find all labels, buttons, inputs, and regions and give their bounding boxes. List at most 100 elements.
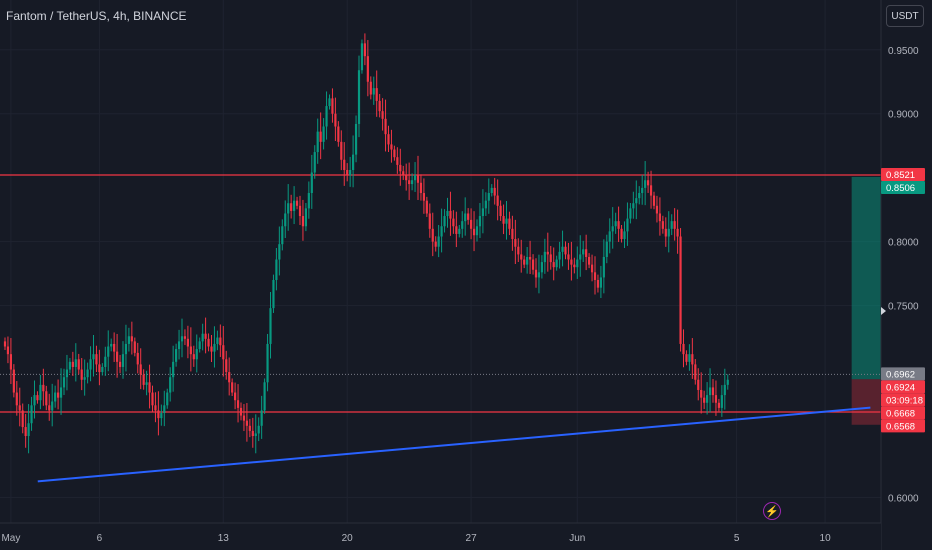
candle-body [295, 200, 299, 206]
candle-body [626, 218, 629, 232]
candle-body [475, 226, 479, 236]
candle-body [21, 410, 24, 428]
candle-body [708, 387, 712, 396]
candle-body [160, 413, 163, 419]
price-label-bg [881, 380, 925, 394]
candle-body [464, 213, 467, 222]
candle-body [623, 231, 626, 240]
candle-body [231, 382, 234, 393]
candle-body [142, 374, 145, 385]
candle-body [301, 216, 305, 227]
axis-pointer-icon [881, 307, 886, 315]
candle-body [655, 205, 659, 214]
candle-body [236, 400, 240, 408]
candle-body [531, 259, 535, 270]
profit-zone [851, 176, 881, 380]
candle-body [396, 157, 399, 165]
candle-body [33, 395, 36, 406]
candle-body [363, 43, 366, 57]
time-axis[interactable] [0, 523, 881, 550]
candle-body [369, 81, 372, 95]
candle-body [543, 251, 546, 263]
price-axis[interactable] [881, 0, 932, 550]
candle-body [284, 213, 287, 227]
candle-body [416, 175, 420, 183]
candle-body [57, 392, 60, 398]
price-label: 0.8521 [886, 170, 915, 181]
candle-body [39, 384, 42, 401]
candle-body [402, 171, 405, 176]
candle-body [89, 359, 92, 370]
candle-body [148, 382, 151, 393]
horizontal-levels[interactable] [0, 174, 881, 413]
candle-body [290, 203, 293, 211]
candle-body [691, 354, 694, 365]
candle-body [585, 249, 588, 257]
price-tick: 0.6000 [888, 493, 919, 504]
candle-body [694, 364, 697, 380]
candle-body [638, 193, 641, 199]
candle-body [101, 366, 104, 373]
candle-body [481, 208, 484, 217]
candle-body [419, 182, 423, 194]
long-position-tool[interactable] [0, 176, 881, 425]
candle-body [658, 213, 661, 222]
candle-body [703, 397, 706, 403]
candle-body [576, 259, 579, 268]
candle-body [145, 382, 148, 385]
candle-body [579, 254, 582, 260]
candle-body [222, 345, 225, 360]
candle-body [121, 354, 125, 367]
candle-body [384, 118, 387, 135]
candle-body [319, 131, 322, 142]
candle-body [413, 175, 417, 181]
candlestick-series [3, 33, 729, 454]
candle-body [59, 387, 63, 398]
candle-body [210, 346, 213, 352]
candle-body [316, 131, 319, 153]
candle-body [458, 228, 461, 234]
candle-body [676, 228, 679, 237]
candle-body [534, 269, 538, 278]
lightning-icon[interactable]: ⚡ [763, 502, 781, 520]
candle-body [411, 180, 414, 185]
candle-body [325, 106, 328, 127]
candle-body [45, 391, 48, 406]
candle-body [30, 405, 33, 424]
candle-body [673, 221, 676, 229]
trendline[interactable] [37, 406, 871, 483]
candle-body [632, 203, 635, 209]
candle-body [682, 343, 685, 355]
candle-body [561, 246, 564, 252]
candle-body [679, 236, 682, 344]
candle-body [266, 343, 269, 383]
time-tick: 10 [820, 533, 832, 544]
candle-body [549, 254, 552, 263]
price-label-bg [881, 419, 925, 433]
price-label: 0.8506 [886, 183, 915, 194]
candle-body [711, 387, 715, 396]
candle-body [118, 361, 122, 367]
candle-body [700, 389, 703, 398]
candle-body [251, 430, 254, 437]
candle-body [390, 144, 393, 150]
candle-body [154, 405, 157, 411]
candle-body [726, 379, 729, 385]
currency-button[interactable]: USDT [886, 5, 924, 27]
candle-body [242, 415, 246, 421]
candle-body [508, 218, 511, 229]
candle-body [304, 208, 307, 227]
candle-body [647, 180, 650, 186]
candle-body [605, 241, 608, 257]
candle-body [540, 262, 543, 273]
candle-body [189, 346, 192, 355]
candle-body [195, 349, 198, 360]
trendline-segment [37, 406, 871, 483]
candle-body [723, 384, 726, 396]
candle-body [366, 56, 369, 82]
candle-body [617, 221, 620, 229]
candle-body [490, 187, 493, 194]
candle-body [204, 333, 207, 339]
candle-body [127, 336, 130, 344]
